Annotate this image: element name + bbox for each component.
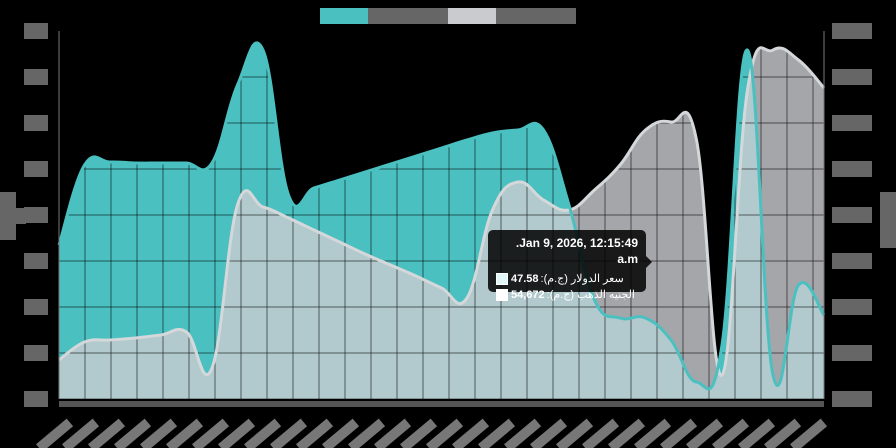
tooltip-title: .Jan 9, 2026, 12:15:49 a.m — [515, 236, 638, 266]
left-y-tick-label — [24, 115, 48, 131]
x-tick-label — [764, 418, 802, 448]
left-y-tick-label — [24, 23, 48, 39]
legend-label-gold[interactable] — [496, 8, 576, 24]
left-axis-title — [0, 192, 16, 240]
gold-line[interactable] — [58, 46, 826, 377]
left-y-tick-label — [24, 207, 48, 223]
x-tick-label — [322, 418, 360, 448]
tooltip-swatch-dollar — [496, 273, 508, 285]
gold-area — [59, 47, 824, 399]
left-y-tick-label — [24, 161, 48, 177]
chart-tooltip: .Jan 9, 2026, 12:15:49 a.m 47.58 :(ج.م) … — [488, 230, 652, 301]
right-y-tick-label — [832, 391, 872, 407]
x-tick-label — [608, 418, 646, 448]
legend-swatch-dollar[interactable] — [320, 8, 368, 24]
x-tick-label — [504, 418, 542, 448]
left-y-tick-label — [24, 345, 48, 361]
right-y-tick-label — [832, 345, 872, 361]
x-tick-label — [790, 418, 828, 448]
x-tick-label — [140, 418, 178, 448]
left-y-tick-label — [24, 253, 48, 269]
legend-swatch-gold[interactable] — [448, 8, 496, 24]
left-axis-title-b — [16, 208, 26, 224]
x-tick-label — [634, 418, 672, 448]
tooltip-row-gold: 54,672 :(ج.م) الجنيه الذهب — [496, 287, 638, 303]
dollar-line[interactable] — [57, 41, 826, 391]
x-tick-label — [452, 418, 490, 448]
x-tick-label — [530, 418, 568, 448]
right-y-tick-label — [832, 115, 872, 131]
x-tick-label — [166, 418, 204, 448]
tooltip-label-gold: :(ج.م) الجنيه الذهب — [546, 289, 635, 301]
x-tick-label — [582, 418, 620, 448]
x-tick-label — [738, 418, 776, 448]
legend-label-dollar[interactable] — [368, 8, 448, 24]
tooltip-value-dollar: 47.58 — [511, 273, 539, 285]
tooltip-label-dollar: :(ج.م) سعر الدولار — [540, 273, 624, 285]
x-tick-label — [556, 418, 594, 448]
right-y-tick-label — [832, 253, 872, 269]
tooltip-value-gold: 54,672 — [511, 289, 545, 301]
x-tick-label — [296, 418, 334, 448]
x-tick-label — [478, 418, 516, 448]
x-tick-label — [36, 418, 74, 448]
left-y-tick-label — [24, 299, 48, 315]
right-y-tick-label — [832, 299, 872, 315]
x-tick-label — [374, 418, 412, 448]
x-tick-label — [62, 418, 100, 448]
right-y-tick-label — [832, 23, 872, 39]
x-tick-label — [88, 418, 126, 448]
right-y-tick-label — [832, 69, 872, 85]
x-tick-label — [712, 418, 750, 448]
x-tick-label — [686, 418, 724, 448]
left-y-tick-label — [24, 391, 48, 407]
x-tick-label — [244, 418, 282, 448]
right-y-tick-label — [832, 207, 872, 223]
x-tick-label — [426, 418, 464, 448]
tooltip-swatch-gold — [496, 289, 508, 301]
x-tick-label — [660, 418, 698, 448]
right-y-tick-label — [832, 161, 872, 177]
left-y-tick-label — [24, 69, 48, 85]
x-tick-label — [270, 418, 308, 448]
x-tick-label — [348, 418, 386, 448]
tooltip-row-dollar: 47.58 :(ج.م) سعر الدولار — [496, 271, 638, 287]
right-axis-title — [880, 192, 896, 248]
x-tick-label — [218, 418, 256, 448]
x-tick-label — [114, 418, 152, 448]
x-tick-label — [192, 418, 230, 448]
x-tick-label — [400, 418, 438, 448]
